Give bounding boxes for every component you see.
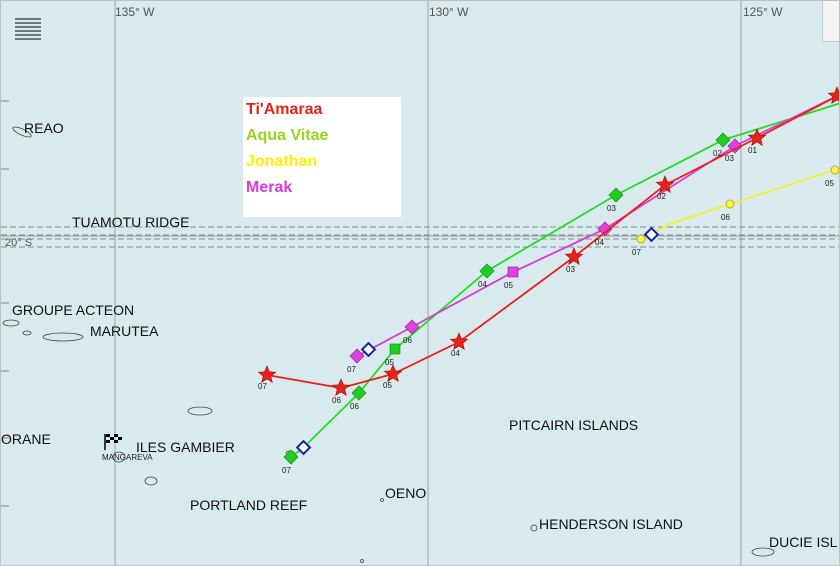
tiamaraa-point-00[interactable]: [827, 86, 840, 104]
merak-current-position[interactable]: [360, 341, 377, 358]
latitude-ticks: [1, 100, 9, 507]
longitude-label-130w: 130° W: [429, 5, 469, 19]
tiamaraa-point-07[interactable]: [257, 365, 277, 383]
legend-item-aqua-vitae[interactable]: Aqua Vitae: [246, 127, 329, 144]
track-point-label: 06: [332, 396, 341, 405]
track-point-label: 07: [632, 248, 641, 257]
menu-lines-icon[interactable]: [13, 15, 43, 45]
place-groupe-acteon: GROUPE ACTEON: [12, 302, 135, 318]
track-point-label: 06: [721, 213, 730, 222]
island-oeno: [380, 498, 384, 502]
island-reao: [12, 126, 32, 138]
track-point-label: 05: [385, 358, 394, 367]
aquavitae-current-position[interactable]: [295, 439, 312, 456]
island-pitcairn: [360, 559, 364, 563]
island-marutea: [42, 332, 84, 342]
tuamotu-ridge-band: [1, 226, 839, 248]
merak-point-07[interactable]: [349, 348, 365, 364]
track-point-label: 07: [282, 466, 291, 475]
legend-item-tiamaraa[interactable]: Ti'Amaraa: [246, 101, 323, 118]
island-acteon-1: [2, 319, 20, 327]
track-point-label: 02: [713, 149, 722, 158]
track-tiamaraa-markers: [257, 86, 840, 396]
islands: [2, 126, 775, 563]
aquavitae-point-06[interactable]: [351, 385, 367, 401]
boat-legend: Ti'Amaraa Aqua Vitae Jonathan Merak: [243, 97, 401, 217]
track-point-label: 04: [595, 238, 604, 247]
tiamaraa-point-01[interactable]: [747, 128, 767, 146]
place-reao: REAO: [24, 120, 64, 136]
place-orane: ORANE: [1, 431, 51, 447]
jonathan-current-position[interactable]: [643, 226, 660, 243]
place-portland-reef: PORTLAND REEF: [190, 497, 308, 513]
aquavitae-point-03[interactable]: [608, 187, 624, 203]
track-point-label: 01: [748, 146, 757, 155]
tiamaraa-point-06[interactable]: [331, 378, 351, 396]
track-point-label: 02: [657, 192, 666, 201]
latitude-label-20s: 20° S: [5, 237, 33, 249]
legend-item-merak[interactable]: Merak: [246, 179, 293, 196]
island-henderson: [530, 524, 538, 532]
track-point-label: 04: [451, 349, 460, 358]
track-point-label: 05: [383, 381, 392, 390]
legend-item-jonathan[interactable]: Jonathan: [246, 153, 318, 170]
island-gambier-south: [144, 476, 158, 486]
jonathan-point-07[interactable]: [636, 234, 646, 244]
track-point-label: 06: [350, 402, 359, 411]
track-point-label: 03: [607, 204, 616, 213]
longitude-label-125w: 125° W: [743, 5, 783, 19]
merak-point-04[interactable]: [597, 221, 613, 237]
track-point-label: 04: [478, 280, 487, 289]
track-point-label: 07: [347, 365, 356, 374]
tiamaraa-point-05[interactable]: [383, 364, 403, 382]
place-marutea: MARUTEA: [90, 323, 159, 339]
island-near-gambier: [187, 406, 213, 416]
track-jonathan-markers: [636, 165, 839, 244]
place-ducie-island: DUCIE ISL: [769, 534, 838, 550]
aquavitae-point-05[interactable]: [389, 343, 401, 355]
tiamaraa-point-03[interactable]: [564, 247, 584, 265]
aquavitae-point-04[interactable]: [479, 263, 495, 279]
tiamaraa-point-02[interactable]: [655, 175, 675, 193]
tiamaraa-point-04[interactable]: [449, 332, 469, 350]
track-point-label: 06: [403, 336, 412, 345]
place-tuamotu-ridge: TUAMOTU RIDGE: [72, 214, 190, 230]
island-ducie: [751, 547, 775, 557]
track-aquavitae-markers: [283, 132, 731, 465]
longitude-label-135w: 135° W: [115, 5, 155, 19]
track-point-label: 05: [504, 281, 513, 290]
track-tiamaraa-line: [266, 94, 839, 389]
jonathan-point-06[interactable]: [725, 199, 735, 209]
place-iles-gambier: ILES GAMBIER: [136, 439, 235, 455]
island-acteon-2: [22, 330, 32, 336]
aquavitae-point-07[interactable]: [283, 449, 299, 465]
merak-point-06[interactable]: [404, 319, 420, 335]
current-position-markers: [295, 226, 660, 456]
checkered-flag-icon: [104, 434, 122, 450]
aquavitae-point-02[interactable]: [715, 132, 731, 148]
track-point-label: 07: [258, 382, 267, 391]
place-mangareva: MANGAREVA: [102, 453, 153, 462]
merak-point-03[interactable]: [727, 138, 743, 154]
jonathan-point-05[interactable]: [830, 165, 839, 175]
place-oeno: OENO: [385, 485, 427, 501]
vertical-scrollbar[interactable]: [822, 1, 839, 42]
merak-point-05[interactable]: [507, 266, 519, 278]
place-henderson-island: HENDERSON ISLAND: [539, 516, 683, 532]
track-point-label: 03: [725, 154, 734, 163]
track-aquavitae-line: [290, 102, 839, 458]
track-merak-markers: [349, 138, 743, 364]
track-point-label: 03: [566, 265, 575, 274]
track-point-label: 05: [825, 179, 834, 188]
island-mangareva: [112, 451, 126, 463]
place-pitcairn-islands: PITCAIRN ISLANDS: [509, 417, 639, 433]
